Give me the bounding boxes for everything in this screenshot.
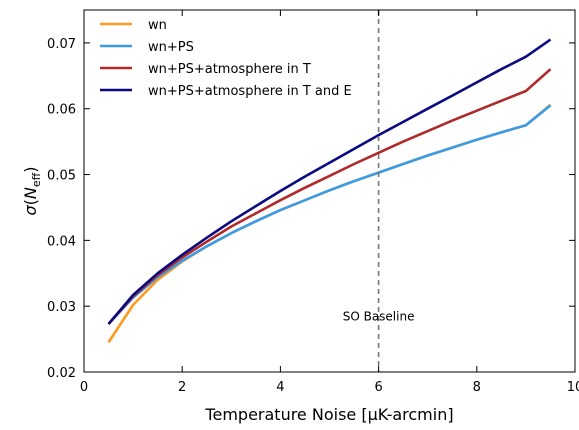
y-axis-label-var: N (21, 187, 40, 199)
y-tick-label: 0.04 (47, 234, 76, 249)
x-tick-label: 8 (473, 380, 481, 395)
y-tick-label: 0.07 (47, 37, 76, 52)
legend-label-3: wn+PS+atmosphere in T and E (148, 84, 352, 99)
x-axis-label: Temperature Noise [μK-arcmin] (204, 405, 453, 424)
legend: wn wn+PS wn+PS+atmosphere in T wn+PS+atmosp… (100, 18, 352, 99)
series-line-2 (107, 68, 552, 325)
plot-frame (83, 9, 576, 373)
y-axis-label-symbol: σ (21, 204, 40, 215)
y-tick-label: 0.02 (47, 366, 76, 381)
axis-ticks: 0 2 4 6 8 10 0.02 0.03 0.04 0.05 0.06 0.07 (47, 10, 579, 395)
y-axis-label-close-paren: ) (21, 167, 40, 173)
y-axis-label-open-paren: ( (21, 199, 40, 205)
y-tick-label: 0.03 (47, 300, 76, 315)
y-tick-label: 0.05 (47, 169, 76, 184)
series-line-1 (107, 104, 552, 325)
y-axis-label: σ(Neff) (21, 167, 43, 216)
y-tick-label: 0.06 (47, 103, 76, 118)
x-tick-label: 10 (567, 380, 579, 395)
legend-label-1: wn+PS (148, 40, 194, 55)
legend-label-0: wn (148, 18, 167, 33)
plot-lines (107, 38, 552, 344)
x-tick-label: 6 (374, 380, 382, 395)
series-line-0 (107, 103, 552, 344)
x-tick-label: 2 (178, 380, 186, 395)
x-tick-label: 4 (276, 380, 284, 395)
so-baseline-label: SO Baseline (343, 310, 415, 324)
y-axis-label-sub: eff (30, 172, 43, 187)
so-baseline-group: SO Baseline (343, 10, 415, 372)
x-tick-label: 0 (80, 380, 88, 395)
legend-label-2: wn+PS+atmosphere in T (148, 62, 311, 77)
series-line-3 (107, 38, 552, 325)
